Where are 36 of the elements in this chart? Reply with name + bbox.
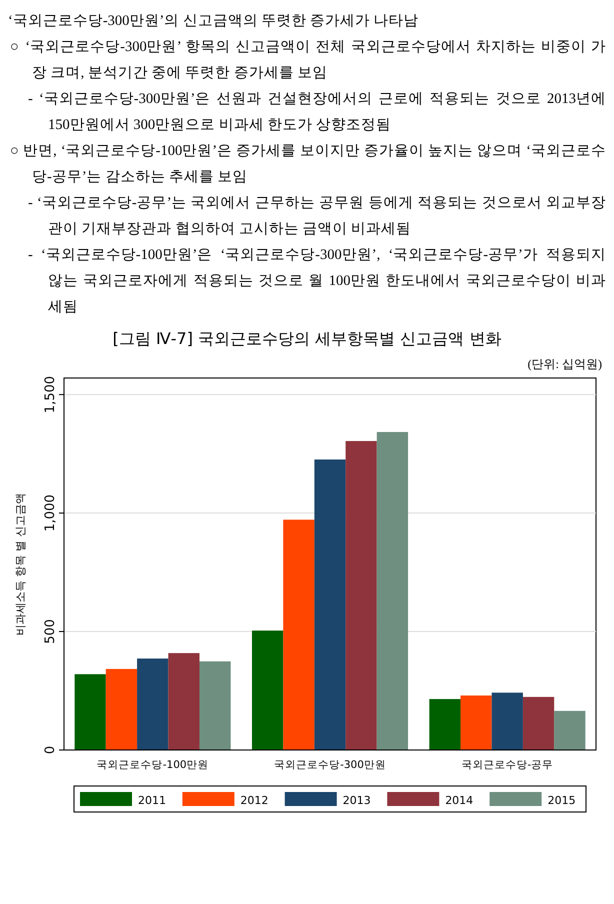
bar bbox=[492, 692, 523, 750]
y-tick-label: 500 bbox=[43, 619, 58, 644]
text: ○ ‘국외근로수당-300만원’ 항목의 신고금액이 전체 국외근로수당에서 차지하는 비중이 가장 크며, 분석기간 중에 뚜렷한 증가세를 보임 bbox=[9, 38, 606, 83]
bar bbox=[168, 653, 200, 750]
x-tick-label: 국외근로수당-공무 bbox=[461, 759, 554, 771]
legend-label: 2014 bbox=[445, 794, 474, 807]
bar bbox=[199, 661, 231, 750]
y-tick-label: 1,500 bbox=[43, 376, 58, 414]
text: ○ 반면, ‘국외근로수당-100만원’은 증가세를 보이지만 증가율이 높지는 않으며 ‘국외근로수당-공무’는 감소하는 추세를 보임 bbox=[9, 142, 606, 187]
y-tick-label: 1,000 bbox=[43, 494, 58, 532]
bar bbox=[346, 441, 377, 750]
bar bbox=[137, 658, 168, 750]
bar bbox=[522, 696, 554, 750]
text: ‘국외근로수당-300만원’의 신고금액의 뚜렷한 증가세가 나타남 bbox=[8, 12, 420, 31]
x-tick-label: 국외근로수당-100만원 bbox=[96, 759, 209, 771]
bar bbox=[314, 460, 346, 750]
bar bbox=[74, 674, 106, 750]
bar bbox=[283, 520, 314, 750]
chart-title: [그림 Ⅳ-7] 국외근로수당의 세부항목별 신고금액 변화 bbox=[112, 329, 502, 348]
bar bbox=[554, 710, 586, 750]
bar bbox=[106, 668, 138, 750]
y-axis-title: 비과세소득 항목 별 신고금액 bbox=[14, 492, 27, 636]
legend-label: 2015 bbox=[548, 794, 576, 807]
text: - ‘국외근로수당-300만원’은 선원과 건설현장에서의 근로에 적용되는 것으로 2013년에 150만원에서 300만원으로 비과세 한도가 상향조정됨 bbox=[27, 90, 606, 135]
bar bbox=[252, 630, 284, 750]
y-tick-label: 0 bbox=[43, 746, 58, 754]
bar bbox=[460, 696, 492, 750]
text: - ‘국외근로수당-100만원’은 ‘국외근로수당-300만원’, ‘국외근로수당-공무’가 적용되지 않는 국외근로자에게 적용되는 것으로 월 100만원 한도내에서 국외근로수당이 비과세됨 bbox=[27, 246, 606, 317]
legend-label: 2011 bbox=[138, 794, 166, 807]
legend-label: 2012 bbox=[240, 794, 268, 807]
bar bbox=[429, 699, 461, 750]
bar bbox=[376, 432, 408, 750]
legend-label: 2013 bbox=[342, 794, 371, 807]
x-tick-label: 국외근로수당-300만원 bbox=[274, 759, 386, 771]
text: - ‘국외근로수당-공무’는 국외에서 근무하는 공무원 등에게 적용되는 것으로서 외교부장관이 기재부장관과 협의하여 고시하는 금액이 비과세됨 bbox=[27, 194, 606, 239]
chart-subtitle: (단위: 십억원) bbox=[528, 357, 602, 371]
